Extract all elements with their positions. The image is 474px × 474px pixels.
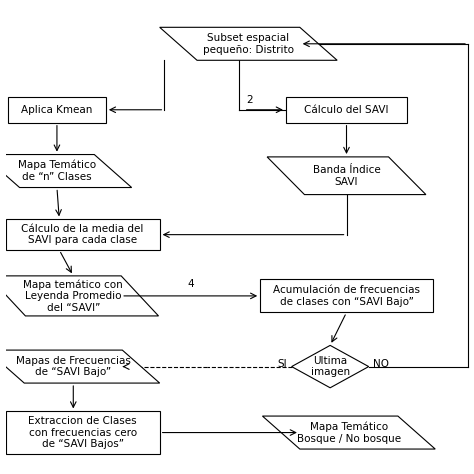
Text: Mapa Temático
de “n” Clases: Mapa Temático de “n” Clases [18,160,96,182]
Polygon shape [263,416,435,449]
Text: Ultima
imagen: Ultima imagen [310,356,350,377]
Text: Cálculo de la media del
SAVI para cada clase: Cálculo de la media del SAVI para cada c… [21,224,144,246]
Polygon shape [160,27,337,60]
Text: 4: 4 [187,279,194,289]
FancyBboxPatch shape [8,97,106,123]
Text: Mapas de Frecuencias
de “SAVI Bajo”: Mapas de Frecuencias de “SAVI Bajo” [16,356,131,377]
Text: Mapa Temático
Bosque / No bosque: Mapa Temático Bosque / No bosque [297,421,401,444]
Text: Subset espacial
pequeño: Distrito: Subset espacial pequeño: Distrito [203,33,294,55]
FancyBboxPatch shape [6,219,160,250]
Polygon shape [0,276,158,316]
Text: Mapa temático con
Leyenda Promedio
del “SAVI”: Mapa temático con Leyenda Promedio del “… [23,279,123,313]
FancyBboxPatch shape [286,97,407,123]
Text: Acumulación de frecuencias
de clases con “SAVI Bajo”: Acumulación de frecuencias de clases con… [273,285,420,307]
FancyBboxPatch shape [6,411,160,454]
Text: Cálculo del SAVI: Cálculo del SAVI [304,105,389,115]
Polygon shape [0,350,160,383]
Text: Aplica Kmean: Aplica Kmean [21,105,92,115]
FancyBboxPatch shape [260,279,433,312]
Text: SI: SI [277,359,287,369]
Text: NO: NO [374,359,389,369]
Polygon shape [0,155,132,188]
Polygon shape [267,157,426,195]
Text: Extraccion de Clases
con frecuencias cero
de “SAVI Bajos”: Extraccion de Clases con frecuencias cer… [28,416,137,449]
Polygon shape [292,346,369,388]
Text: Banda Índice
SAVI: Banda Índice SAVI [313,165,380,187]
Text: 2: 2 [246,95,253,105]
